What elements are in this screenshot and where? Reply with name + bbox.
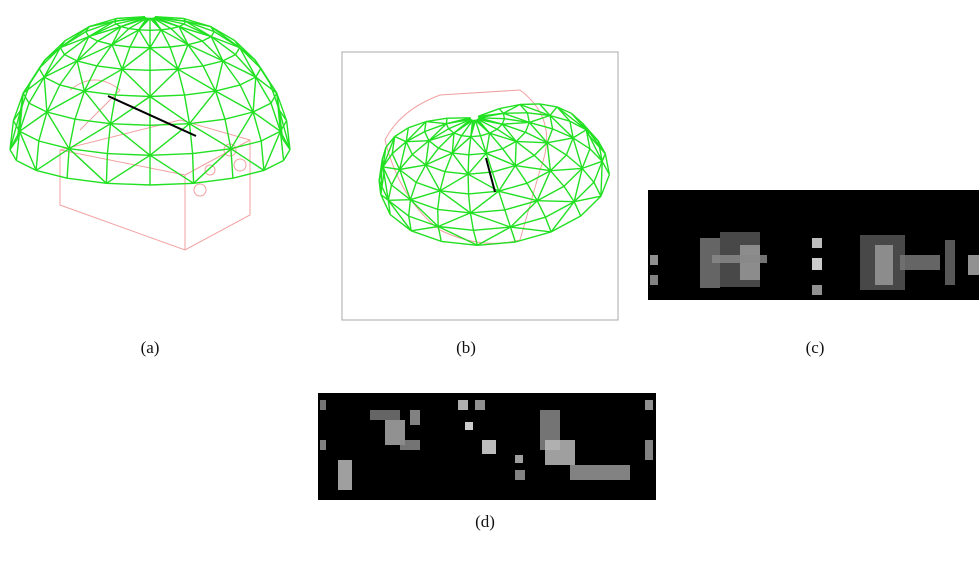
blob — [515, 470, 525, 480]
caption-b: (b) — [456, 338, 476, 357]
mesh-edge — [406, 141, 429, 142]
mesh-edge — [537, 201, 574, 202]
blob — [338, 460, 352, 490]
blob — [812, 258, 822, 270]
mesh-edge — [438, 209, 439, 226]
blob — [370, 410, 400, 420]
mesh-edge — [139, 30, 150, 31]
blob — [900, 255, 940, 270]
mesh-edge — [503, 113, 504, 118]
blob — [712, 255, 767, 263]
blob — [650, 275, 658, 285]
blob — [320, 440, 326, 450]
blob — [645, 440, 653, 460]
mesh-edge — [520, 104, 540, 105]
mesh-edge — [468, 174, 469, 194]
mesh-edge — [477, 119, 478, 120]
mesh-edge — [471, 136, 481, 137]
blob — [812, 285, 822, 295]
blob — [968, 255, 979, 275]
mesh-edge — [150, 47, 170, 48]
blob — [475, 400, 485, 410]
blob — [515, 455, 523, 463]
mesh-edge — [150, 30, 161, 31]
blob — [570, 465, 630, 480]
mesh-edge — [462, 136, 471, 137]
mesh-edge — [471, 119, 472, 120]
blob — [465, 422, 473, 430]
mesh-edge — [468, 155, 469, 174]
blob — [410, 410, 420, 425]
caption-c: (c) — [806, 338, 825, 357]
blob — [875, 245, 893, 285]
blob — [400, 440, 420, 450]
mesh-edge — [106, 154, 107, 184]
blob — [645, 400, 653, 410]
mesh-edge — [130, 47, 150, 48]
blob — [812, 238, 822, 248]
mesh-edge — [388, 200, 410, 201]
blob — [458, 400, 468, 410]
blob — [320, 400, 326, 410]
blob — [482, 440, 496, 454]
blob — [945, 240, 955, 285]
mesh-edge — [193, 154, 194, 184]
blob — [650, 255, 658, 265]
mesh-edge — [479, 118, 504, 119]
mesh-edge — [515, 141, 516, 165]
mesh-edge — [478, 119, 479, 120]
mesh-edge — [478, 116, 479, 117]
mesh-edge — [503, 113, 527, 114]
caption-a: (a) — [141, 338, 160, 357]
figure: (a) (b) (c) (d) — [0, 0, 979, 565]
blob — [545, 440, 575, 465]
caption-d: (d) — [475, 512, 495, 531]
